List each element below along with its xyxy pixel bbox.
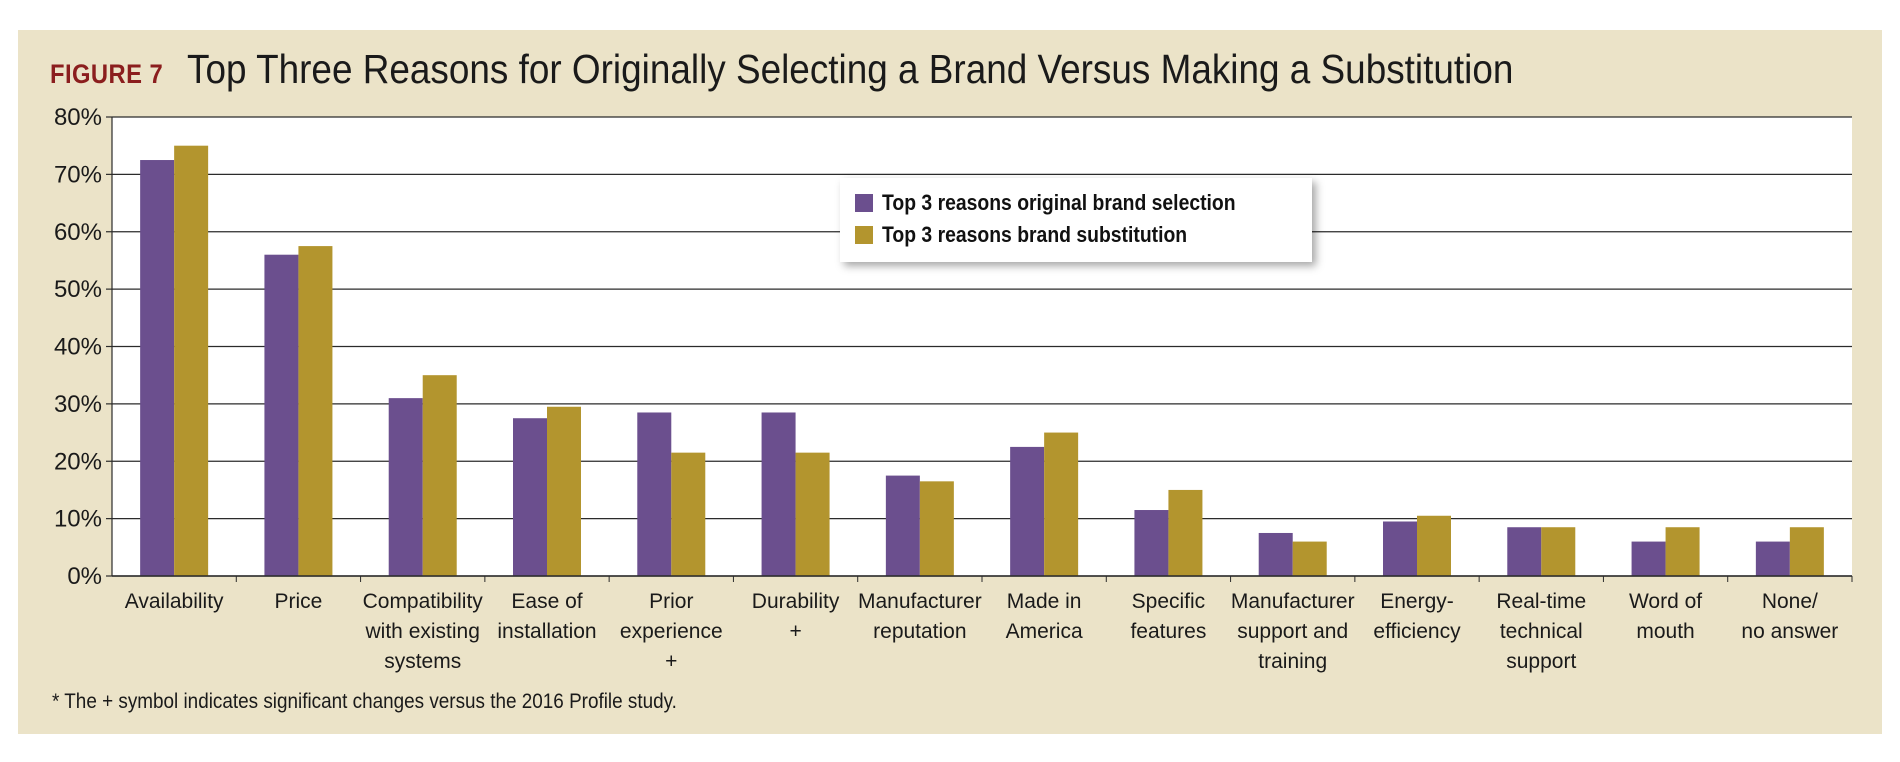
bar-substitution	[1665, 527, 1700, 576]
x-tick-label: Manufacturer support and training	[1231, 590, 1355, 673]
x-tick-label: Word of mouth	[1629, 590, 1702, 643]
legend-item-original: Top 3 reasons original brand selection	[855, 190, 1284, 216]
x-tick-label: None/no answer	[1741, 590, 1838, 643]
x-tick-label: Compatibility with existing systems	[363, 590, 484, 673]
y-tick-label: 60%	[54, 219, 102, 246]
bar-substitution	[1789, 527, 1824, 576]
bar-substitution	[298, 246, 333, 576]
chart-legend: Top 3 reasons original brand selection T…	[840, 178, 1312, 262]
chart-title-row: FIGURE 7 Top Three Reasons for Originally…	[50, 46, 1660, 96]
bar-substitution	[174, 145, 209, 576]
bar-original	[1631, 541, 1666, 576]
bar-original	[1258, 532, 1293, 576]
x-tick-label: Manufacturer reputation	[858, 590, 982, 643]
bar-original	[885, 475, 920, 576]
bar-original	[140, 160, 175, 576]
bar-substitution	[547, 406, 581, 576]
legend-label-substitution: Top 3 reasons brand substitution	[882, 222, 1188, 247]
bar-substitution	[671, 452, 706, 576]
bar-original	[1010, 446, 1045, 576]
legend-swatch-substitution	[855, 226, 873, 244]
legend-label-original: Top 3 reasons original brand selection	[882, 190, 1236, 215]
bar-substitution	[422, 375, 457, 576]
chart-footnote: * The + symbol indicates significant cha…	[52, 690, 677, 713]
x-tick-label: Availability	[125, 590, 224, 613]
x-tick-label: Ease of installation	[497, 590, 596, 643]
bar-original	[513, 418, 547, 576]
bar-original	[1134, 510, 1169, 576]
bar-original	[388, 398, 423, 576]
bar-substitution	[1417, 515, 1451, 576]
legend-item-substitution: Top 3 reasons brand substitution	[855, 222, 1229, 248]
bar-original	[637, 412, 672, 576]
x-tick-label: Made in America	[1006, 590, 1083, 643]
bar-substitution	[1044, 432, 1079, 576]
y-tick-label: 20%	[54, 448, 102, 475]
x-tick-label: Price	[274, 590, 322, 613]
legend-swatch-original	[855, 194, 873, 212]
bar-original	[1507, 527, 1542, 576]
bar-substitution	[1541, 527, 1576, 576]
chart-title: Top Three Reasons for Originally Selecti…	[186, 46, 1513, 92]
x-tick-label: Real-time technical support	[1496, 590, 1586, 673]
y-tick-label: 40%	[54, 334, 102, 361]
y-tick-label: 0%	[67, 563, 102, 590]
y-tick-label: 80%	[54, 104, 102, 131]
bar-original	[264, 254, 299, 576]
bar-substitution	[919, 481, 954, 576]
y-tick-label: 30%	[54, 391, 102, 418]
bar-original	[1755, 541, 1790, 576]
x-tick-label: Durability +	[752, 590, 840, 643]
bar-original	[761, 412, 796, 576]
x-tick-label: Energy-efficiency	[1373, 590, 1461, 643]
figure-label: FIGURE 7	[50, 59, 164, 89]
bar-original	[1383, 521, 1417, 576]
bar-substitution	[795, 452, 830, 576]
bar-substitution	[1292, 541, 1327, 576]
x-tick-label: Prior experience +	[620, 590, 723, 673]
y-tick-label: 50%	[54, 276, 102, 303]
y-tick-label: 70%	[54, 161, 102, 188]
y-tick-label: 10%	[54, 506, 102, 533]
bar-substitution	[1168, 489, 1203, 576]
x-tick-label: Specific features	[1130, 590, 1206, 643]
